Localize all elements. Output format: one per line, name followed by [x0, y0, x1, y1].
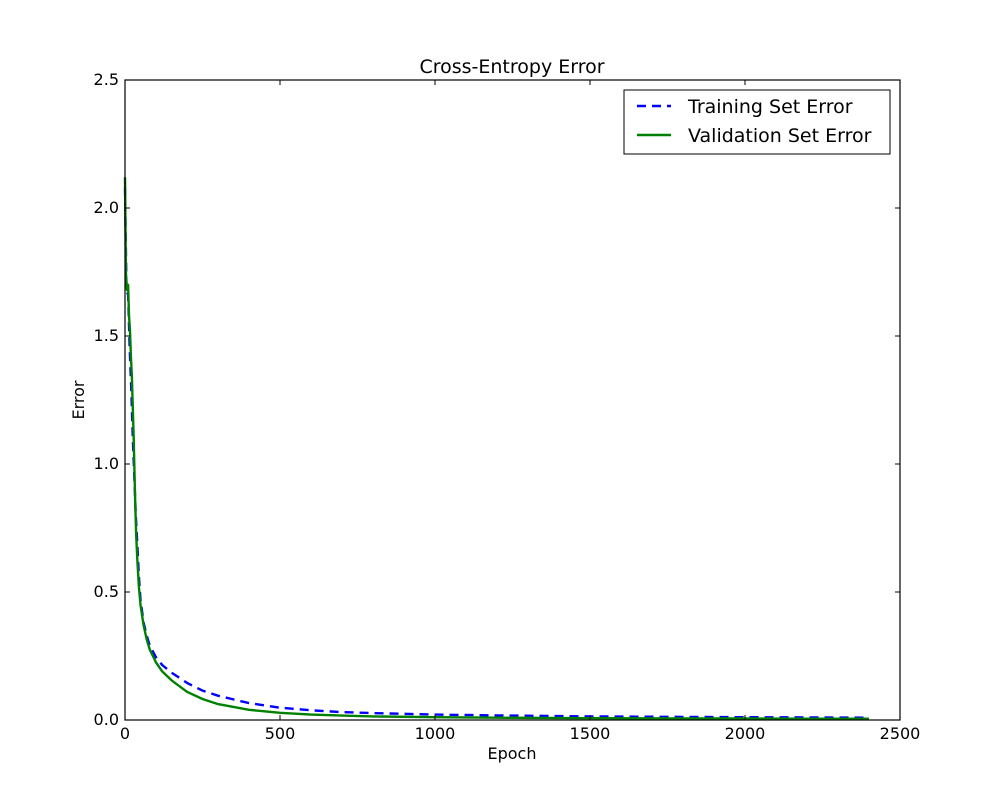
x-tick-label: 500	[265, 724, 296, 743]
tick-layer: 0 500 1000 1500 2000 2500 0.0 0.5 1.0 1.5 2.0 2.5	[94, 70, 921, 743]
x-tick-label: 2500	[880, 724, 921, 743]
y-tick-label: 1.5	[94, 326, 119, 345]
y-tick-label: 0.5	[94, 582, 119, 601]
legend-label-validation: Validation Set Error	[688, 125, 872, 147]
chart-title: Cross-Entropy Error	[419, 56, 604, 78]
plot-frame	[124, 79, 901, 721]
legend-label-training: Training Set Error	[687, 96, 853, 118]
y-axis-label: Error	[69, 380, 88, 419]
plot-area-background	[125, 80, 900, 720]
x-tick-label: 2000	[725, 724, 766, 743]
y-tick-label: 2.0	[94, 198, 119, 217]
x-tick-label: 1000	[415, 724, 456, 743]
legend: Training Set Error Validation Set Error	[623, 89, 891, 155]
x-tick-label: 0	[120, 724, 130, 743]
x-tick-label: 1500	[570, 724, 611, 743]
y-tick-label: 2.5	[94, 70, 119, 89]
legend-box	[623, 89, 891, 155]
y-tick-label: 0.0	[94, 710, 119, 729]
x-axis-label: Epoch	[488, 744, 537, 763]
y-tick-label: 1.0	[94, 454, 119, 473]
